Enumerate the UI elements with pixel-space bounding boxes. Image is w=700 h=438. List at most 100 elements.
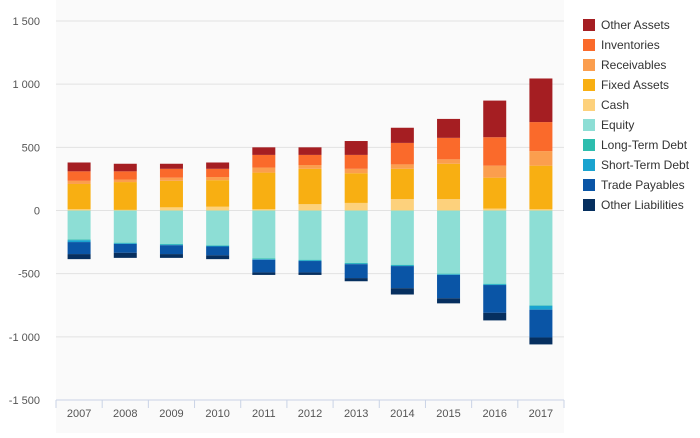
bar-short-term-debt-2015 [437, 274, 461, 275]
bar-trade-payables-2016 [483, 285, 507, 313]
bar-equity-2016 [483, 210, 507, 284]
bar-fixed-assets-2011 [252, 172, 276, 210]
bar-fixed-assets-2014 [390, 168, 414, 200]
bar-equity-2015 [437, 210, 461, 274]
bar-long-term-debt-2013 [344, 262, 368, 264]
legend-label: Other Assets [601, 18, 670, 32]
bar-other-assets-2012 [298, 147, 322, 155]
y-tick-label: -500 [18, 269, 40, 281]
bar-receivables-2015 [437, 159, 461, 164]
bar-equity-2014 [390, 210, 414, 265]
bar-short-term-debt-2010 [206, 245, 230, 247]
legend-label: Cash [601, 98, 629, 112]
bar-short-term-debt-2014 [390, 265, 414, 267]
bar-equity-2010 [206, 210, 230, 246]
bar-long-term-debt-2010 [206, 245, 230, 246]
bar-trade-payables-2008 [113, 243, 137, 253]
x-tick-label: 2011 [252, 408, 276, 420]
bar-cash-2013 [344, 202, 368, 211]
bar-cash-2009 [159, 207, 183, 211]
bar-other-liabilities-2012 [298, 272, 322, 275]
bar-short-term-debt-2007 [67, 240, 91, 243]
bar-other-assets-2010 [206, 162, 230, 169]
bar-equity-2011 [252, 210, 276, 259]
y-tick-label: 1 500 [12, 16, 40, 28]
bar-other-assets-2016 [483, 100, 507, 138]
bar-equity-2012 [298, 210, 322, 260]
bar-trade-payables-2007 [67, 242, 91, 255]
bar-trade-payables-2012 [298, 261, 322, 273]
legend-label: Other Liabilities [601, 198, 684, 212]
legend-swatch [583, 159, 595, 171]
bar-other-liabilities-2008 [113, 252, 137, 258]
bar-short-term-debt-2013 [344, 263, 368, 265]
legend-swatch [583, 199, 595, 211]
legend-swatch [583, 39, 595, 51]
bar-short-term-debt-2009 [159, 244, 183, 246]
bar-equity-2008 [113, 210, 137, 243]
bar-other-liabilities-2009 [159, 254, 183, 258]
bar-other-liabilities-2017 [529, 337, 553, 345]
bar-fixed-assets-2010 [206, 180, 230, 207]
bar-trade-payables-2014 [390, 266, 414, 289]
x-tick-label: 2010 [205, 408, 229, 420]
bar-fixed-assets-2017 [529, 165, 553, 210]
legend-label: Long-Term Debt [601, 138, 688, 152]
bar-long-term-debt-2009 [159, 243, 183, 245]
y-tick-label: 500 [22, 142, 40, 154]
bar-cash-2008 [113, 209, 137, 211]
bar-other-liabilities-2016 [483, 312, 507, 321]
bar-inventories-2015 [437, 137, 461, 160]
legend-label: Short-Term Debt [601, 158, 690, 172]
x-tick-label: 2015 [436, 408, 460, 420]
bar-other-assets-2013 [344, 141, 368, 155]
bar-other-assets-2009 [159, 163, 183, 169]
bar-long-term-debt-2011 [252, 258, 276, 260]
x-tick-label: 2008 [113, 408, 137, 420]
bar-receivables-2011 [252, 167, 276, 173]
bar-trade-payables-2009 [159, 245, 183, 255]
bar-fixed-assets-2008 [113, 182, 137, 210]
bar-long-term-debt-2017 [529, 305, 553, 306]
bar-long-term-debt-2016 [483, 283, 507, 285]
bar-long-term-debt-2014 [390, 264, 414, 266]
x-tick-label: 2007 [67, 408, 91, 420]
bar-trade-payables-2013 [344, 264, 368, 279]
bar-equity-2013 [344, 210, 368, 263]
bar-other-assets-2011 [252, 147, 276, 155]
bar-inventories-2016 [483, 137, 507, 166]
bar-cash-2012 [298, 204, 322, 211]
bar-long-term-debt-2015 [437, 273, 461, 275]
legend-label: Inventories [601, 38, 660, 52]
legend-swatch [583, 19, 595, 31]
bar-receivables-2016 [483, 165, 507, 178]
y-tick-label: -1 500 [9, 395, 40, 407]
bar-short-term-debt-2008 [113, 243, 137, 244]
bar-receivables-2014 [390, 164, 414, 169]
axes: -1 500 -1 000 -500 0 500 1 000 1 500 2007 2008 20… [9, 16, 565, 420]
bar-cash-2007 [67, 209, 91, 211]
bar-equity-2009 [159, 210, 183, 244]
bar-inventories-2009 [159, 168, 183, 178]
bar-trade-payables-2015 [437, 274, 461, 299]
bar-other-assets-2014 [390, 127, 414, 143]
legend-swatch [583, 59, 595, 71]
bar-other-assets-2015 [437, 118, 461, 138]
bar-trade-payables-2017 [529, 309, 553, 338]
bar-long-term-debt-2007 [67, 239, 91, 241]
legend: Other Assets Inventories Receivables Fixed … [583, 18, 690, 212]
bar-inventories-2012 [298, 154, 322, 166]
bar-cash-2014 [390, 199, 414, 211]
bar-trade-payables-2010 [206, 246, 230, 256]
x-tick-label: 2014 [390, 408, 414, 420]
bar-fixed-assets-2015 [437, 163, 461, 200]
y-tick-label: -1 000 [9, 332, 40, 344]
bar-short-term-debt-2017 [529, 305, 553, 310]
legend-label: Trade Payables [601, 178, 685, 192]
bar-inventories-2007 [67, 171, 91, 181]
bar-inventories-2017 [529, 122, 553, 152]
bar-long-term-debt-2012 [298, 259, 322, 261]
bar-other-liabilities-2014 [390, 288, 414, 295]
legend-swatch [583, 139, 595, 151]
